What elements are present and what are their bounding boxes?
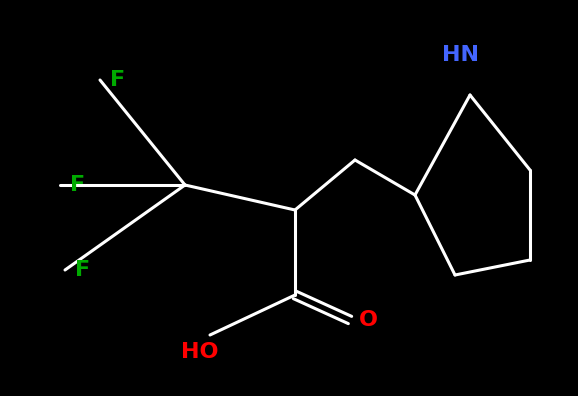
Text: HN: HN [442, 45, 479, 65]
Text: F: F [71, 175, 86, 195]
Text: F: F [76, 260, 91, 280]
Text: HO: HO [181, 342, 218, 362]
Text: O: O [358, 310, 377, 330]
Text: F: F [110, 70, 125, 90]
